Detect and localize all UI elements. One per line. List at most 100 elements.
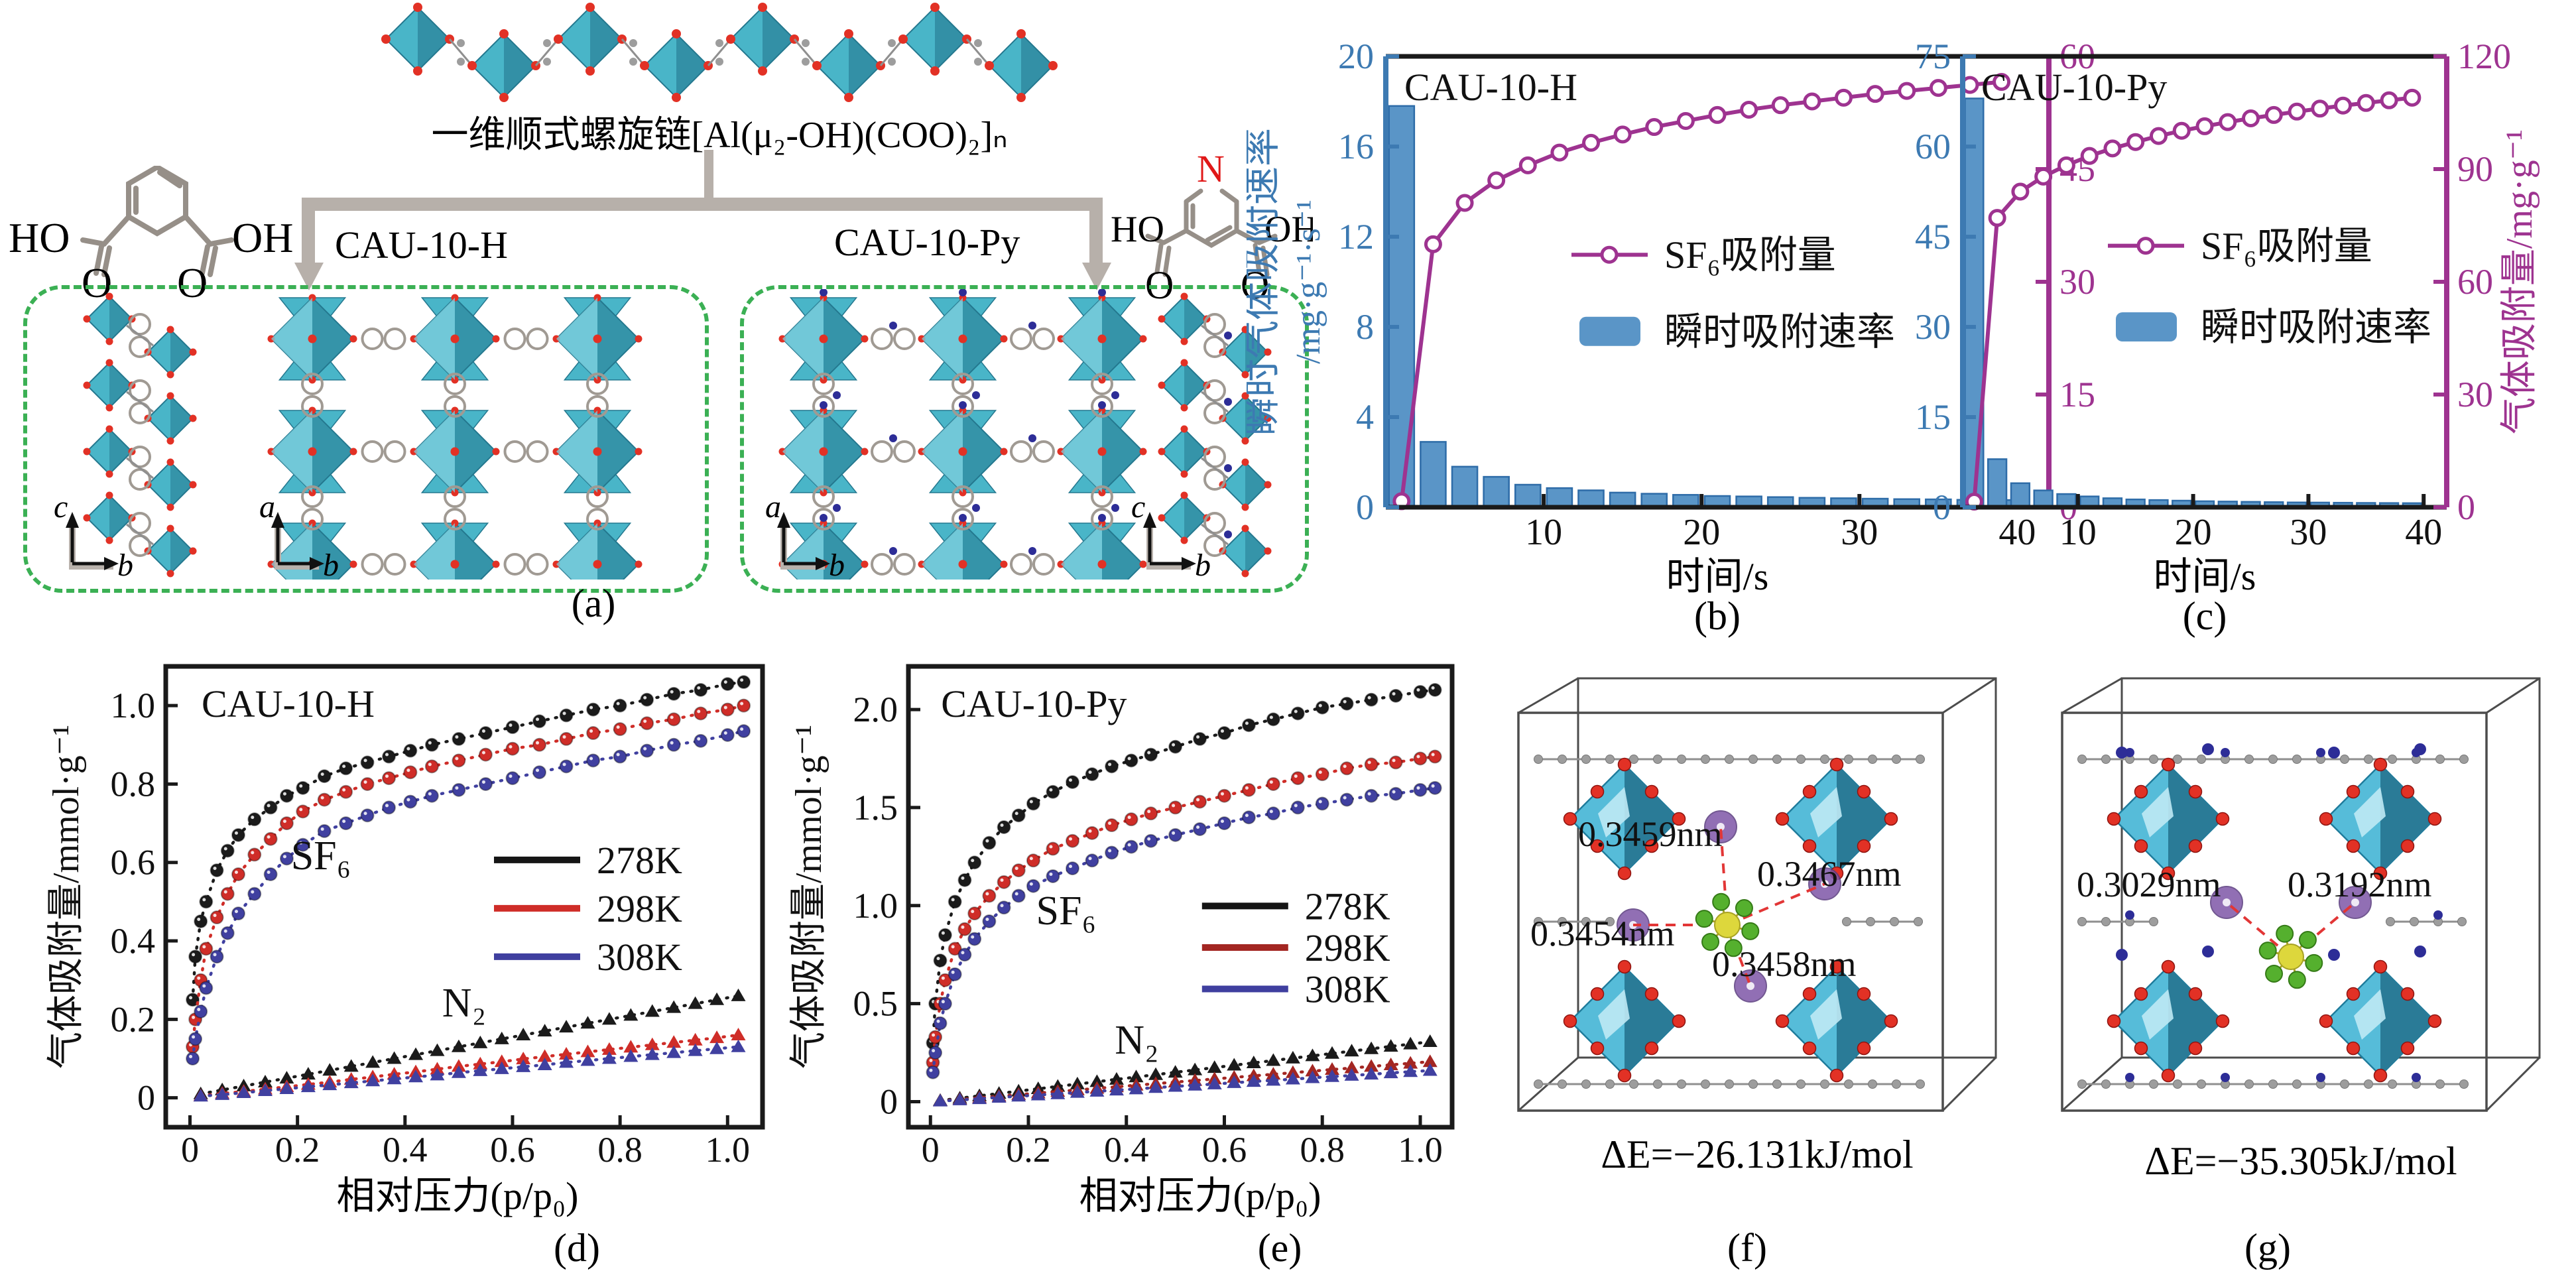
- svg-text:120: 120: [2457, 36, 2511, 76]
- caption-a: (a): [571, 582, 616, 625]
- axis-indicator-ab-2: a b: [765, 489, 845, 579]
- caption-b: (b): [1694, 594, 1741, 638]
- svg-text:20: 20: [1683, 512, 1720, 553]
- chart-title: CAU-10-H: [1404, 66, 1577, 109]
- svg-text:0.4: 0.4: [1104, 1130, 1149, 1167]
- pyridine-dicarboxylic-acid-structure: N HO OH O O: [1111, 147, 1313, 300]
- distance-label: 0.3467nm: [1757, 854, 1902, 894]
- cau-10-py-framework-views: [778, 289, 1272, 580]
- svg-text:0.8: 0.8: [597, 1130, 643, 1167]
- svg-text:278K: 278K: [1305, 885, 1390, 928]
- chart-cau10h-isotherms: 0 0.2 0.4 0.6 0.8 1.0 0 0.2 0.4 0.6 0.8 1.0 CAU-10-H…: [46, 664, 765, 1167]
- axis-letter-h: b: [829, 548, 845, 579]
- svg-text:1.0: 1.0: [111, 686, 156, 725]
- branch-arrow-left-stem: [302, 198, 315, 264]
- oh-label: OH: [232, 214, 293, 261]
- chain-formula-title: 一维顺式螺旋链[Al(μ₂-OH)(COO)₂]ₙ: [431, 115, 1008, 156]
- chain-polyhedra: [381, 3, 1058, 102]
- svg-text:0.2: 0.2: [1006, 1130, 1051, 1167]
- caption-e: (e): [1257, 1226, 1302, 1270]
- cau10py-crystal-cell: [2061, 677, 2541, 1112]
- svg-text:1.0: 1.0: [853, 886, 898, 926]
- svg-text:308K: 308K: [1305, 968, 1390, 1011]
- svg-text:0.2: 0.2: [275, 1130, 320, 1167]
- axis-indicator-ab-1: a b: [259, 489, 339, 579]
- cau-10-h-framework-box: [23, 285, 709, 593]
- svg-text:0.6: 0.6: [490, 1130, 535, 1167]
- svg-text:45: 45: [1915, 217, 1951, 257]
- branch-connector-bar: [302, 198, 1103, 211]
- data-series: [186, 675, 751, 1102]
- svg-text:0.4: 0.4: [111, 921, 156, 961]
- o-label-2: O: [177, 259, 208, 298]
- svg-text:2.0: 2.0: [853, 690, 898, 729]
- svg-text:298K: 298K: [1305, 926, 1390, 969]
- oh-label: OH: [1264, 209, 1313, 250]
- svg-text:气体吸附量/mg·g⁻¹: 气体吸附量/mg·g⁻¹: [2499, 129, 2540, 434]
- svg-text:278K: 278K: [597, 839, 682, 882]
- ho-label: HO: [9, 214, 70, 261]
- binding-energy-f: ΔE=−26.131kJ/mol: [1601, 1133, 1914, 1176]
- ho-label: HO: [1111, 209, 1164, 250]
- svg-text:0.6: 0.6: [111, 843, 156, 883]
- chart-title: CAU-10-H: [202, 682, 375, 725]
- axis-letter-h: b: [323, 548, 339, 579]
- svg-text:SF₆吸附量: SF₆吸附量: [2201, 225, 2372, 268]
- xaxis-label-e: 相对压力(p/p₀): [1079, 1174, 1321, 1217]
- svg-text:40: 40: [1998, 512, 2036, 553]
- unit-cell-box: [1517, 677, 1997, 1112]
- svg-text:0.6: 0.6: [1202, 1130, 1247, 1167]
- framework-view-ab: [267, 294, 643, 580]
- o-label-2: O: [1241, 263, 1269, 300]
- svg-text:30: 30: [1915, 307, 1951, 347]
- axis-letter-h: b: [1195, 548, 1211, 579]
- svg-text:瞬时气体吸附速率: 瞬时气体吸附速率: [1247, 128, 1283, 436]
- axes-frame: 0 4 8 12 16 20 0 15 30 45 60 10 20 30 40: [1338, 36, 2095, 553]
- svg-text:30: 30: [1841, 512, 1878, 553]
- sf6-molecule: [2258, 924, 2323, 989]
- svg-text:N₂: N₂: [1115, 1018, 1158, 1063]
- svg-text:10: 10: [1525, 512, 1562, 553]
- axis-letter-v: c: [54, 489, 68, 524]
- svg-text:SF₆吸附量: SF₆吸附量: [1664, 233, 1836, 276]
- label-cau-10-py: CAU-10-Py: [834, 221, 1020, 264]
- chart-cau10py-isotherms: 0 0.5 1.0 1.5 2.0 0 0.2 0.4 0.6 0.8 1.0 CAU-10-Py SF…: [788, 664, 1455, 1167]
- nitrogen-label: N: [1197, 147, 1225, 190]
- svg-text:SF₆: SF₆: [1036, 889, 1097, 934]
- svg-text:4: 4: [1356, 397, 1374, 437]
- o-label-1: O: [1145, 263, 1174, 300]
- branch-connector-stem: [704, 150, 713, 200]
- chart-cau10h-kinetics: 0 4 8 12 16 20 0 15 30 45 60 10 20 30 40 CAU-10-H SF₆吸附量…: [1247, 36, 2095, 553]
- annotations: SF₆ N₂: [1036, 889, 1159, 1063]
- svg-text:SF₆: SF₆: [291, 833, 351, 879]
- svg-text:40: 40: [2405, 512, 2442, 553]
- isophthalic-acid-structure: HO OH O O: [9, 166, 293, 298]
- label-cau-10-h: CAU-10-H: [335, 223, 508, 267]
- data-series: [926, 682, 1442, 1107]
- cau10h-crystal-cell: [1517, 677, 1997, 1112]
- chain-view-cb: [83, 292, 197, 578]
- cau-10-h-framework-views: [83, 292, 643, 580]
- bars-series: [1388, 105, 2015, 509]
- line-series: [1965, 88, 2422, 511]
- bars-series: [1964, 97, 2423, 509]
- caption-d: (d): [554, 1226, 600, 1270]
- svg-text:1.0: 1.0: [1398, 1130, 1443, 1167]
- svg-text:0: 0: [1933, 487, 1951, 527]
- axes-frame: 0 0.2 0.4 0.6 0.8 1.0 0 0.2 0.4 0.6 0.8 1.0: [111, 664, 765, 1167]
- linker-chains: [1534, 755, 1925, 1089]
- svg-text:20: 20: [2175, 512, 2212, 553]
- panel-g-sf6-binding-site: 0.3029nm 0.3192nm ΔE=−35.305kJ/mol: [2036, 660, 2566, 1287]
- sf6-molecule: [1695, 892, 1760, 957]
- svg-text:0: 0: [880, 1082, 898, 1122]
- svg-text:0.8: 0.8: [1300, 1130, 1345, 1167]
- axes-frame: 0 0.5 1.0 1.5 2.0 0 0.2 0.4 0.6 0.8 1.0: [853, 664, 1455, 1167]
- svg-text:瞬时吸附速率: 瞬时吸附速率: [2201, 306, 2431, 349]
- chart-cau10py-kinetics: 0 15 30 45 60 75 0 30 60 90 120 10 20 30 40 CAU-10-Py SF…: [1915, 36, 2540, 553]
- svg-text:20: 20: [1338, 36, 1374, 76]
- svg-text:0: 0: [1356, 487, 1374, 527]
- svg-text:0.8: 0.8: [111, 764, 156, 804]
- al-clusters: [2107, 743, 2442, 1083]
